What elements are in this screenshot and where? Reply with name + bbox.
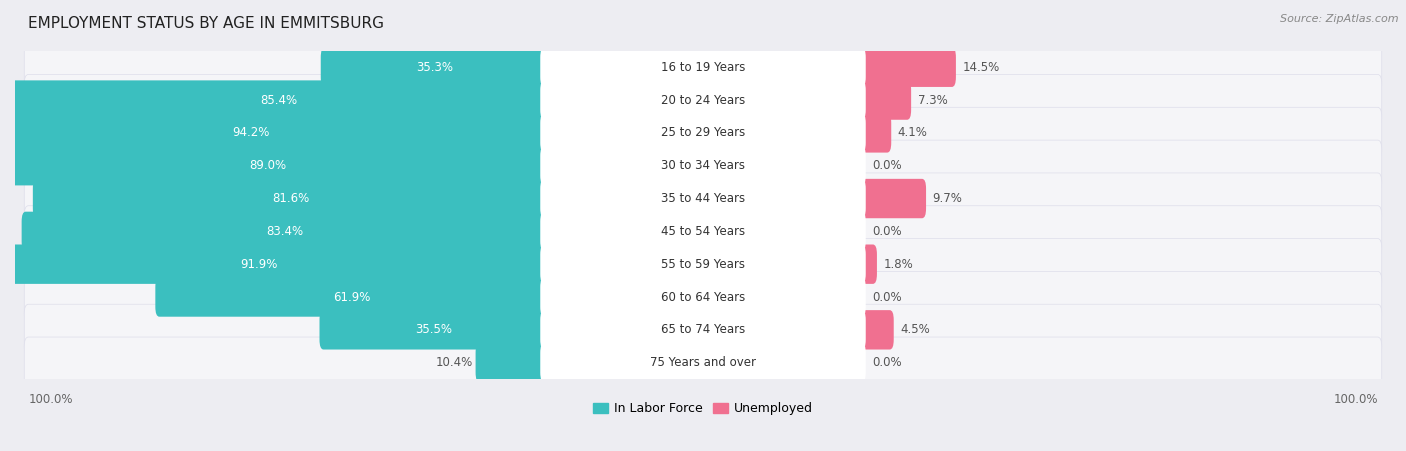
Text: 61.9%: 61.9% xyxy=(333,290,370,304)
Text: 55 to 59 Years: 55 to 59 Years xyxy=(661,258,745,271)
FancyBboxPatch shape xyxy=(540,113,866,152)
Text: Source: ZipAtlas.com: Source: ZipAtlas.com xyxy=(1281,14,1399,23)
Text: 81.6%: 81.6% xyxy=(271,192,309,205)
Text: 45 to 54 Years: 45 to 54 Years xyxy=(661,225,745,238)
Text: 25 to 29 Years: 25 to 29 Years xyxy=(661,126,745,139)
Text: 1.8%: 1.8% xyxy=(883,258,914,271)
Text: 91.9%: 91.9% xyxy=(240,258,277,271)
FancyBboxPatch shape xyxy=(21,212,548,251)
Text: 89.0%: 89.0% xyxy=(249,159,285,172)
Text: 0.0%: 0.0% xyxy=(872,356,903,369)
Text: 85.4%: 85.4% xyxy=(260,93,297,106)
FancyBboxPatch shape xyxy=(540,244,866,284)
Text: 35.5%: 35.5% xyxy=(415,323,453,336)
FancyBboxPatch shape xyxy=(540,212,866,251)
FancyBboxPatch shape xyxy=(0,113,548,152)
FancyBboxPatch shape xyxy=(24,206,1382,257)
FancyBboxPatch shape xyxy=(858,80,911,120)
Text: 35 to 44 Years: 35 to 44 Years xyxy=(661,192,745,205)
Text: 16 to 19 Years: 16 to 19 Years xyxy=(661,61,745,74)
FancyBboxPatch shape xyxy=(475,343,548,382)
Text: 0.0%: 0.0% xyxy=(872,290,903,304)
FancyBboxPatch shape xyxy=(24,140,1382,191)
FancyBboxPatch shape xyxy=(0,244,548,284)
FancyBboxPatch shape xyxy=(540,310,866,350)
FancyBboxPatch shape xyxy=(540,277,866,317)
Text: 30 to 34 Years: 30 to 34 Years xyxy=(661,159,745,172)
Text: 10.4%: 10.4% xyxy=(436,356,472,369)
Text: 0.0%: 0.0% xyxy=(872,225,903,238)
Text: 94.2%: 94.2% xyxy=(232,126,270,139)
Text: EMPLOYMENT STATUS BY AGE IN EMMITSBURG: EMPLOYMENT STATUS BY AGE IN EMMITSBURG xyxy=(28,16,384,31)
FancyBboxPatch shape xyxy=(858,179,927,218)
FancyBboxPatch shape xyxy=(24,74,1382,126)
FancyBboxPatch shape xyxy=(858,47,956,87)
FancyBboxPatch shape xyxy=(858,244,877,284)
Text: 83.4%: 83.4% xyxy=(266,225,304,238)
Text: 20 to 24 Years: 20 to 24 Years xyxy=(661,93,745,106)
FancyBboxPatch shape xyxy=(24,272,1382,322)
Text: 4.1%: 4.1% xyxy=(898,126,928,139)
FancyBboxPatch shape xyxy=(540,179,866,218)
Text: 65 to 74 Years: 65 to 74 Years xyxy=(661,323,745,336)
Text: 35.3%: 35.3% xyxy=(416,61,453,74)
FancyBboxPatch shape xyxy=(319,310,548,350)
Text: 0.0%: 0.0% xyxy=(872,159,903,172)
FancyBboxPatch shape xyxy=(540,146,866,185)
FancyBboxPatch shape xyxy=(24,41,1382,93)
FancyBboxPatch shape xyxy=(858,113,891,152)
FancyBboxPatch shape xyxy=(24,239,1382,290)
Text: 7.3%: 7.3% xyxy=(918,93,948,106)
FancyBboxPatch shape xyxy=(24,107,1382,158)
FancyBboxPatch shape xyxy=(10,80,548,120)
Text: 4.5%: 4.5% xyxy=(900,323,931,336)
Text: 100.0%: 100.0% xyxy=(28,393,73,406)
FancyBboxPatch shape xyxy=(540,80,866,120)
FancyBboxPatch shape xyxy=(540,47,866,87)
FancyBboxPatch shape xyxy=(155,277,548,317)
Text: 60 to 64 Years: 60 to 64 Years xyxy=(661,290,745,304)
FancyBboxPatch shape xyxy=(24,173,1382,224)
Text: 75 Years and over: 75 Years and over xyxy=(650,356,756,369)
FancyBboxPatch shape xyxy=(0,146,548,185)
FancyBboxPatch shape xyxy=(24,304,1382,355)
Text: 9.7%: 9.7% xyxy=(932,192,963,205)
FancyBboxPatch shape xyxy=(32,179,548,218)
FancyBboxPatch shape xyxy=(540,343,866,382)
FancyBboxPatch shape xyxy=(24,337,1382,388)
Text: 14.5%: 14.5% xyxy=(963,61,1000,74)
Legend: In Labor Force, Unemployed: In Labor Force, Unemployed xyxy=(593,402,813,415)
FancyBboxPatch shape xyxy=(858,310,894,350)
FancyBboxPatch shape xyxy=(321,47,548,87)
Text: 100.0%: 100.0% xyxy=(1333,393,1378,406)
